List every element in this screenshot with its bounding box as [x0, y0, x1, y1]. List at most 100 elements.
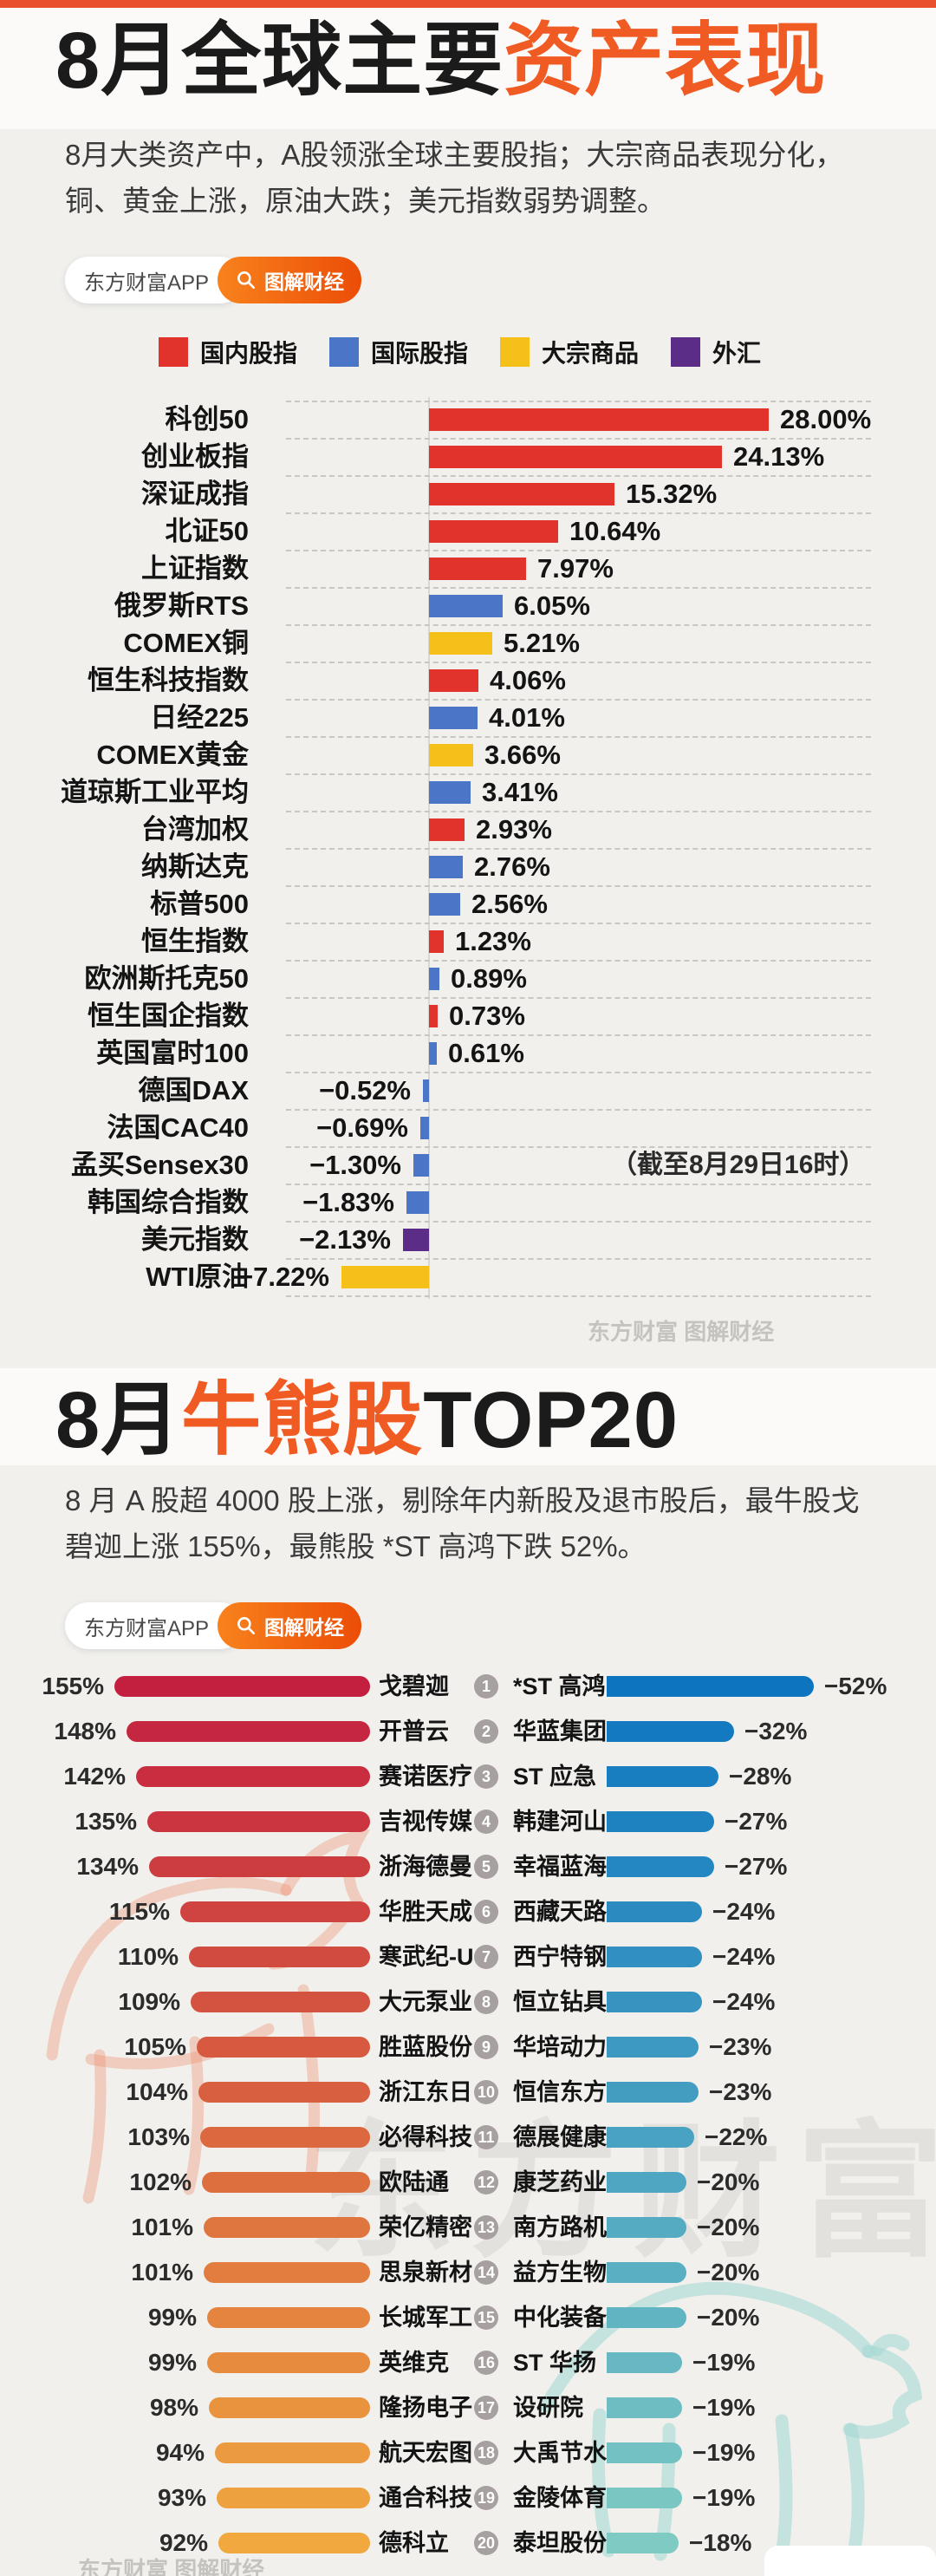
asset-bar [406, 1191, 429, 1214]
rank-row: 110% 寒武纪-U 7 西宁特钢 −24% [0, 1934, 936, 1979]
rank-row: 92% 德科立 20 泰坦股份 −18% [0, 2521, 936, 2566]
brand-tag: 图解财经 [218, 257, 362, 303]
bull-bar [136, 1766, 370, 1787]
separator-line [286, 1184, 871, 1185]
bull-name: 长城军工 [379, 2305, 472, 2331]
asset-row: 恒生国企指数 0.73% [0, 997, 936, 1034]
asset-value: 1.23% [455, 926, 531, 956]
section1-title: 8月全球主要资产表现 [55, 16, 826, 106]
rank-row: 104% 浙江东日 10 恒信东方 −23% [0, 2070, 936, 2115]
asset-value: 4.01% [489, 702, 565, 733]
separator-line [286, 736, 871, 738]
rank-badge: 14 [474, 2260, 498, 2285]
separator-line [286, 1109, 871, 1111]
asset-label: 标普500 [150, 889, 249, 919]
bear-value: −24% [712, 1943, 776, 1970]
asset-row: 道琼斯工业平均 3.41% [0, 773, 936, 811]
separator-line [286, 662, 871, 663]
bear-bar [607, 1676, 814, 1697]
bull-bar [204, 2262, 370, 2283]
brand-tag-label: 图解财经 [264, 271, 345, 293]
bear-value: −23% [709, 2078, 772, 2105]
rank-badge: 12 [474, 2170, 498, 2194]
bear-bar [607, 2307, 686, 2328]
separator-line [286, 550, 871, 551]
bull-value: 134% [76, 1853, 139, 1880]
asset-value: −1.83% [302, 1187, 394, 1217]
asset-performance-chart: （截至8月29日16时） 科创50 28.00% 创业板指 24.13% 深证成指 15.… [0, 397, 936, 1299]
bull-bar [209, 2397, 370, 2418]
legend-swatch-blue [329, 337, 360, 367]
rank-row: 105% 胜蓝股份 9 华培动力 −23% [0, 2025, 936, 2070]
rank-badge: 8 [474, 1990, 498, 2014]
rank-badge: 7 [474, 1945, 498, 1969]
bear-name: 大禹节水 [513, 2440, 607, 2466]
rank-badge: 4 [474, 1810, 498, 1834]
section2-subtitle: 8 月 A 股超 4000 股上涨，剔除年内新股及退市股后，最牛股戈碧迦上涨 1… [65, 1484, 860, 1562]
watermark-small-1: 东方财富 图解财经 [588, 1319, 775, 1345]
asset-bar [429, 781, 471, 804]
asset-label: 创业板指 [141, 441, 249, 472]
bear-bar [607, 2397, 682, 2418]
asset-value: 6.05% [514, 590, 590, 621]
asset-label: 德国DAX [138, 1075, 249, 1105]
asset-row: 恒生指数 1.23% [0, 923, 936, 960]
asset-bar [420, 1117, 429, 1139]
asset-bar [429, 632, 492, 655]
rank-row: 142% 赛诺医疗 3 ST 应急 −28% [0, 1754, 936, 1799]
rank-badge: 10 [474, 2080, 498, 2104]
separator-line [286, 475, 871, 477]
rank-row: 109% 大元泵业 8 恒立钻具 −24% [0, 1979, 936, 2025]
asset-value: 15.32% [626, 479, 718, 509]
bear-bar [607, 1901, 702, 1922]
brand-badge-2: 东方财富APP 图解财经 [65, 1602, 362, 1649]
asset-value: −0.52% [318, 1075, 411, 1105]
asset-label: 深证成指 [141, 479, 249, 509]
rank-badge: 9 [474, 2035, 498, 2059]
bull-value: 103% [127, 2123, 190, 2150]
bull-value: 92% [159, 2529, 208, 2556]
rank-badge: 19 [474, 2486, 498, 2510]
separator-line [286, 699, 871, 701]
asset-label: 英国富时100 [96, 1038, 249, 1068]
rank-badge: 5 [474, 1855, 498, 1879]
bear-value: −24% [712, 1988, 776, 2015]
bear-name: 西藏天路 [513, 1899, 607, 1925]
separator-line [286, 401, 871, 402]
asset-bar [429, 856, 463, 878]
brand-tag-label: 图解财经 [264, 1616, 345, 1639]
asset-label: 北证50 [165, 516, 249, 546]
bear-bar [607, 1856, 714, 1877]
bear-name: 华蓝集团 [513, 1718, 607, 1745]
asset-row: COMEX铜 5.21% [0, 624, 936, 662]
bull-bar [114, 1676, 370, 1697]
bull-bar [207, 2352, 370, 2373]
asset-label: COMEX黄金 [96, 740, 249, 770]
bear-value: −19% [692, 2439, 756, 2466]
bear-name: 恒立钻具 [513, 1989, 607, 2015]
bear-bar [607, 1811, 714, 1832]
asset-bar [429, 707, 478, 729]
bull-bar [200, 2127, 370, 2148]
magnifier-icon [237, 1617, 255, 1634]
asset-bar [429, 483, 614, 505]
legend-swatch-red [159, 337, 188, 367]
asset-row: COMEX黄金 3.66% [0, 736, 936, 773]
separator-line [286, 960, 871, 962]
bull-name: 大元泵业 [379, 1989, 472, 2015]
bear-name: 恒信东方 [513, 2079, 607, 2105]
bull-value: 109% [118, 1988, 180, 2015]
asset-value: 5.21% [504, 628, 580, 658]
bull-bar [191, 1992, 370, 2012]
asset-bar [423, 1079, 429, 1102]
bear-name: 德展健康 [513, 2124, 607, 2150]
asset-value: −0.69% [315, 1112, 408, 1143]
rank-row: 148% 开普云 2 华蓝集团 −32% [0, 1709, 936, 1754]
asset-row: 台湾加权 2.93% [0, 811, 936, 848]
bull-name: 浙海德曼 [379, 1854, 472, 1880]
bull-name: 浙江东日 [379, 2079, 472, 2105]
bull-value: 155% [42, 1673, 104, 1699]
bull-value: 105% [124, 2033, 186, 2060]
asset-bar [413, 1154, 429, 1177]
